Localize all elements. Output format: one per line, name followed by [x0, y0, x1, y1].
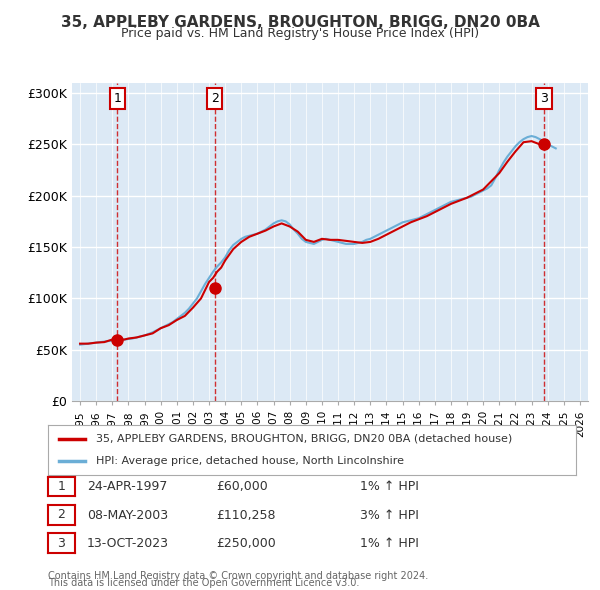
Text: £250,000: £250,000	[216, 537, 276, 550]
Text: 1: 1	[58, 480, 65, 493]
Text: 3% ↑ HPI: 3% ↑ HPI	[360, 509, 419, 522]
Text: Price paid vs. HM Land Registry's House Price Index (HPI): Price paid vs. HM Land Registry's House …	[121, 27, 479, 40]
Text: 3: 3	[58, 536, 65, 550]
Text: £110,258: £110,258	[216, 509, 275, 522]
Text: 2: 2	[211, 92, 218, 105]
Text: 08-MAY-2003: 08-MAY-2003	[87, 509, 168, 522]
Text: Contains HM Land Registry data © Crown copyright and database right 2024.: Contains HM Land Registry data © Crown c…	[48, 571, 428, 581]
Text: 3: 3	[540, 92, 548, 105]
Text: 24-APR-1997: 24-APR-1997	[87, 480, 167, 493]
Text: 35, APPLEBY GARDENS, BROUGHTON, BRIGG, DN20 0BA: 35, APPLEBY GARDENS, BROUGHTON, BRIGG, D…	[61, 15, 539, 30]
Text: £60,000: £60,000	[216, 480, 268, 493]
Text: 2: 2	[58, 508, 65, 522]
Text: This data is licensed under the Open Government Licence v3.0.: This data is licensed under the Open Gov…	[48, 578, 359, 588]
Text: 1% ↑ HPI: 1% ↑ HPI	[360, 480, 419, 493]
Text: HPI: Average price, detached house, North Lincolnshire: HPI: Average price, detached house, Nort…	[95, 456, 404, 466]
Text: 1: 1	[113, 92, 121, 105]
Text: 1% ↑ HPI: 1% ↑ HPI	[360, 537, 419, 550]
Text: 13-OCT-2023: 13-OCT-2023	[87, 537, 169, 550]
Text: 35, APPLEBY GARDENS, BROUGHTON, BRIGG, DN20 0BA (detached house): 35, APPLEBY GARDENS, BROUGHTON, BRIGG, D…	[95, 434, 512, 444]
